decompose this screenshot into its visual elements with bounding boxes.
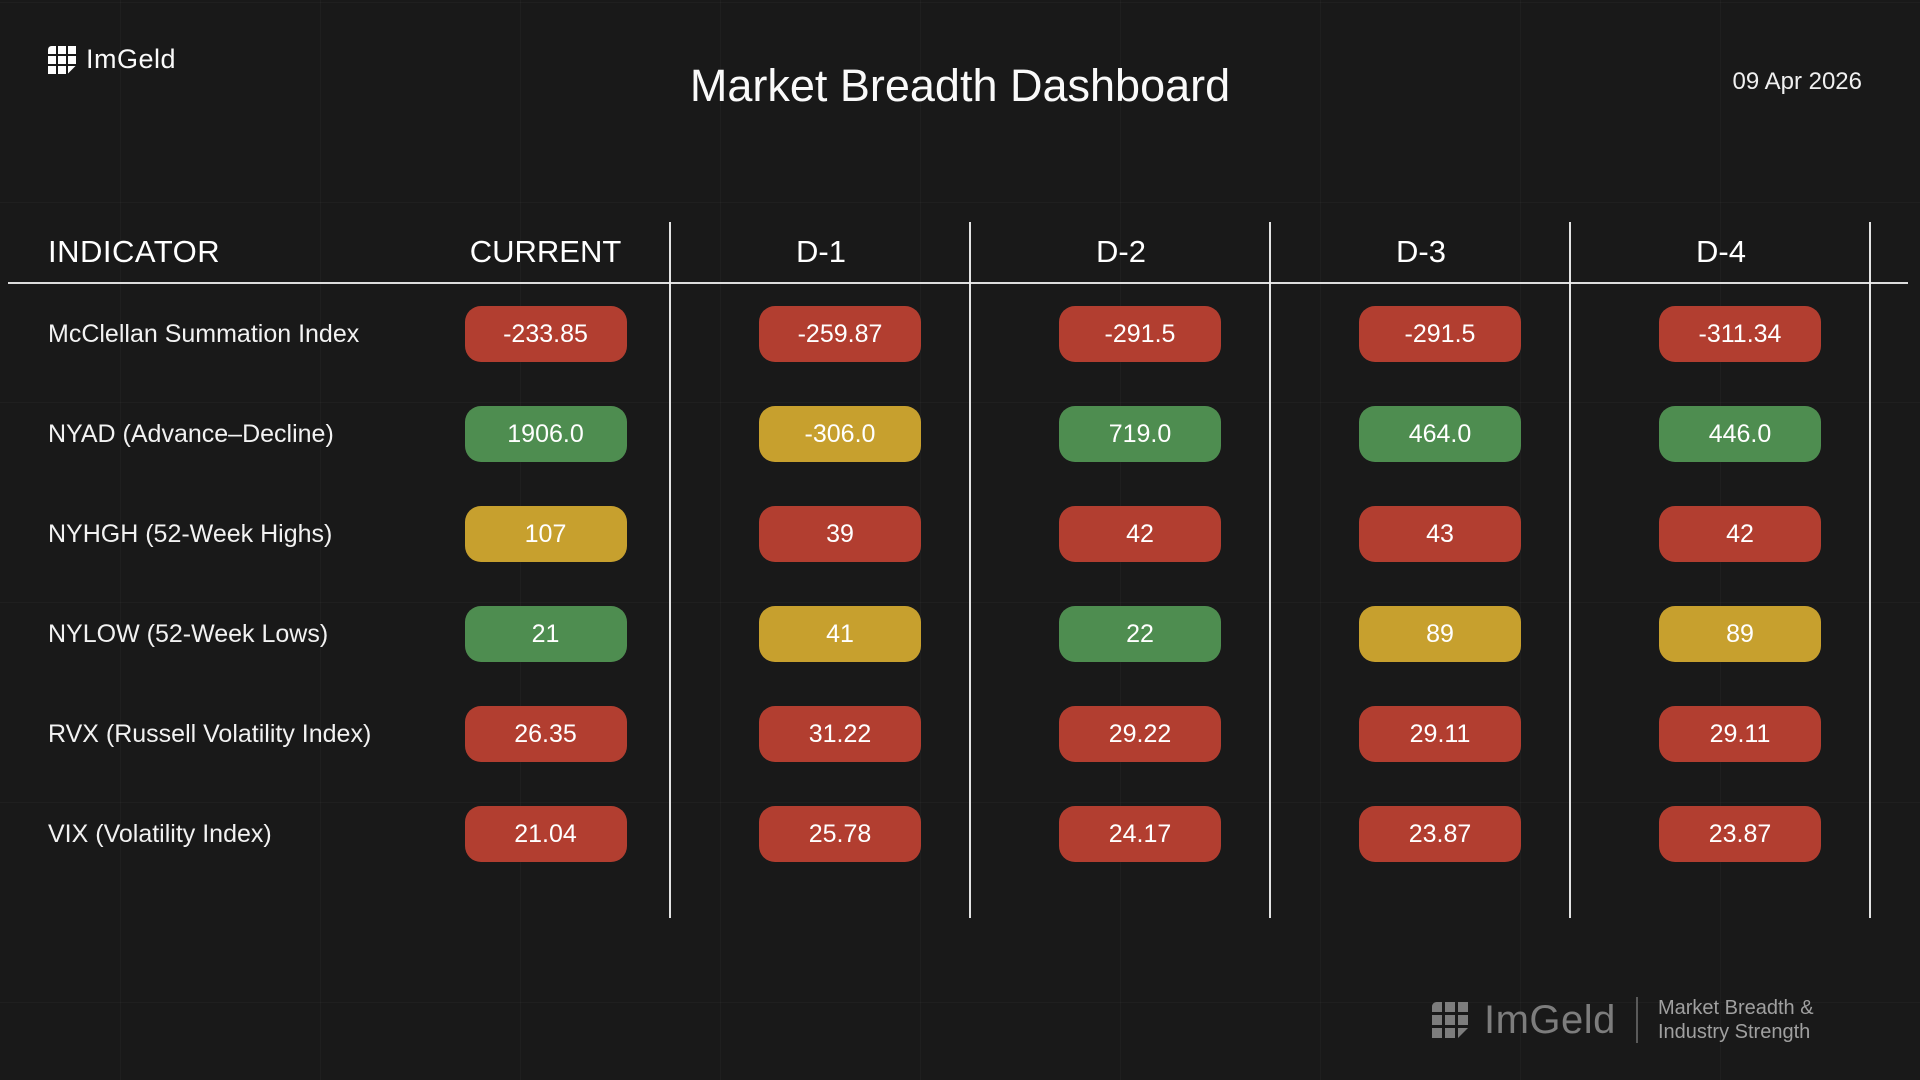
header-divider-line — [8, 282, 1908, 284]
column-header-d1: D-1 — [796, 234, 846, 269]
footer-tagline-line1: Market Breadth & — [1657, 997, 1814, 1019]
footer-tagline: Market Breadth & Industry Strength — [1658, 996, 1814, 1044]
footer-divider — [1635, 997, 1638, 1043]
indicator-label: NYAD (Advance–Decline) — [48, 419, 334, 448]
value-pill-current: -233.85 — [464, 306, 627, 362]
report-date: 09 Apr 2026 — [1732, 68, 1862, 95]
app-logo: ImGeld — [48, 44, 176, 75]
value-pill-d1: 25.78 — [759, 806, 921, 862]
column-separator — [969, 222, 971, 918]
value-pill-d2: 29.22 — [1059, 706, 1221, 762]
column-separator — [1569, 222, 1571, 918]
indicator-label: NYHGH (52-Week Highs) — [48, 519, 333, 548]
value-pill-d1: -306.0 — [759, 406, 921, 462]
value-pill-d3: 89 — [1359, 606, 1521, 662]
table-header-row: INDICATOR CURRENT D-1 D-2 D-3 D-4 — [0, 222, 1920, 282]
value-pill-d3: -291.5 — [1359, 306, 1521, 362]
value-pill-d2: 42 — [1059, 506, 1221, 562]
column-header-d3: D-3 — [1396, 234, 1446, 269]
value-pill-d2: 719.0 — [1059, 406, 1221, 462]
value-pill-d4: 29.11 — [1659, 706, 1821, 762]
column-header-current: CURRENT — [469, 234, 622, 269]
value-pill-d3: 29.11 — [1359, 706, 1521, 762]
value-pill-d1: 31.22 — [759, 706, 921, 762]
value-pill-d4: 89 — [1659, 606, 1821, 662]
column-header-d2: D-2 — [1096, 234, 1146, 269]
value-pill-d4: 42 — [1659, 506, 1821, 562]
table-body: McClellan Summation Index -233.85 -259.8… — [0, 284, 1920, 884]
value-pill-current: 21 — [464, 606, 627, 662]
column-header-d4: D-4 — [1696, 234, 1746, 269]
column-separator — [1869, 222, 1871, 918]
page-title: Market Breadth Dashboard — [689, 60, 1231, 111]
column-header-indicator: INDICATOR — [48, 234, 221, 269]
value-pill-current: 26.35 — [464, 706, 627, 762]
indicator-label: VIX (Volatility Index) — [48, 819, 272, 848]
indicator-table: INDICATOR CURRENT D-1 D-2 D-3 D-4 McClel… — [0, 222, 1920, 918]
app-logo-text: ImGeld — [86, 44, 177, 74]
value-pill-d2: 22 — [1059, 606, 1221, 662]
value-pill-d2: -291.5 — [1059, 306, 1221, 362]
column-separator — [669, 222, 671, 918]
value-pill-current: 107 — [464, 506, 627, 562]
value-pill-d3: 43 — [1359, 506, 1521, 562]
indicator-label: McClellan Summation Index — [48, 319, 360, 348]
table-row: NYHGH (52-Week Highs) 107 39 42 43 42 — [0, 484, 1920, 584]
table-row: RVX (Russell Volatility Index) 26.35 31.… — [0, 684, 1920, 784]
column-separator — [1269, 222, 1271, 918]
value-pill-d1: 39 — [759, 506, 921, 562]
value-pill-d1: 41 — [759, 606, 921, 662]
table-row: NYAD (Advance–Decline) 1906.0 -306.0 719… — [0, 384, 1920, 484]
value-pill-d1: -259.87 — [759, 306, 921, 362]
value-pill-d3: 464.0 — [1359, 406, 1521, 462]
footer-tagline-line2: Industry Strength — [1657, 1021, 1811, 1043]
indicator-label: NYLOW (52-Week Lows) — [48, 619, 329, 648]
grid-logo-icon — [1432, 1002, 1468, 1038]
value-pill-d4: 446.0 — [1659, 406, 1821, 462]
grid-logo-icon — [48, 45, 76, 74]
footer-logo-text: ImGeld — [1484, 997, 1616, 1042]
table-row: VIX (Volatility Index) 21.04 25.78 24.17… — [0, 784, 1920, 884]
value-pill-d4: -311.34 — [1659, 306, 1821, 362]
indicator-label: RVX (Russell Volatility Index) — [48, 719, 372, 748]
table-row: McClellan Summation Index -233.85 -259.8… — [0, 284, 1920, 384]
value-pill-d3: 23.87 — [1359, 806, 1521, 862]
value-pill-current: 21.04 — [464, 806, 627, 862]
value-pill-d2: 24.17 — [1059, 806, 1221, 862]
footer-logo: ImGeld Market Breadth & Industry Strengt… — [1432, 996, 1814, 1044]
value-pill-d4: 23.87 — [1659, 806, 1821, 862]
table-row: NYLOW (52-Week Lows) 21 41 22 89 89 — [0, 584, 1920, 684]
value-pill-current: 1906.0 — [464, 406, 627, 462]
